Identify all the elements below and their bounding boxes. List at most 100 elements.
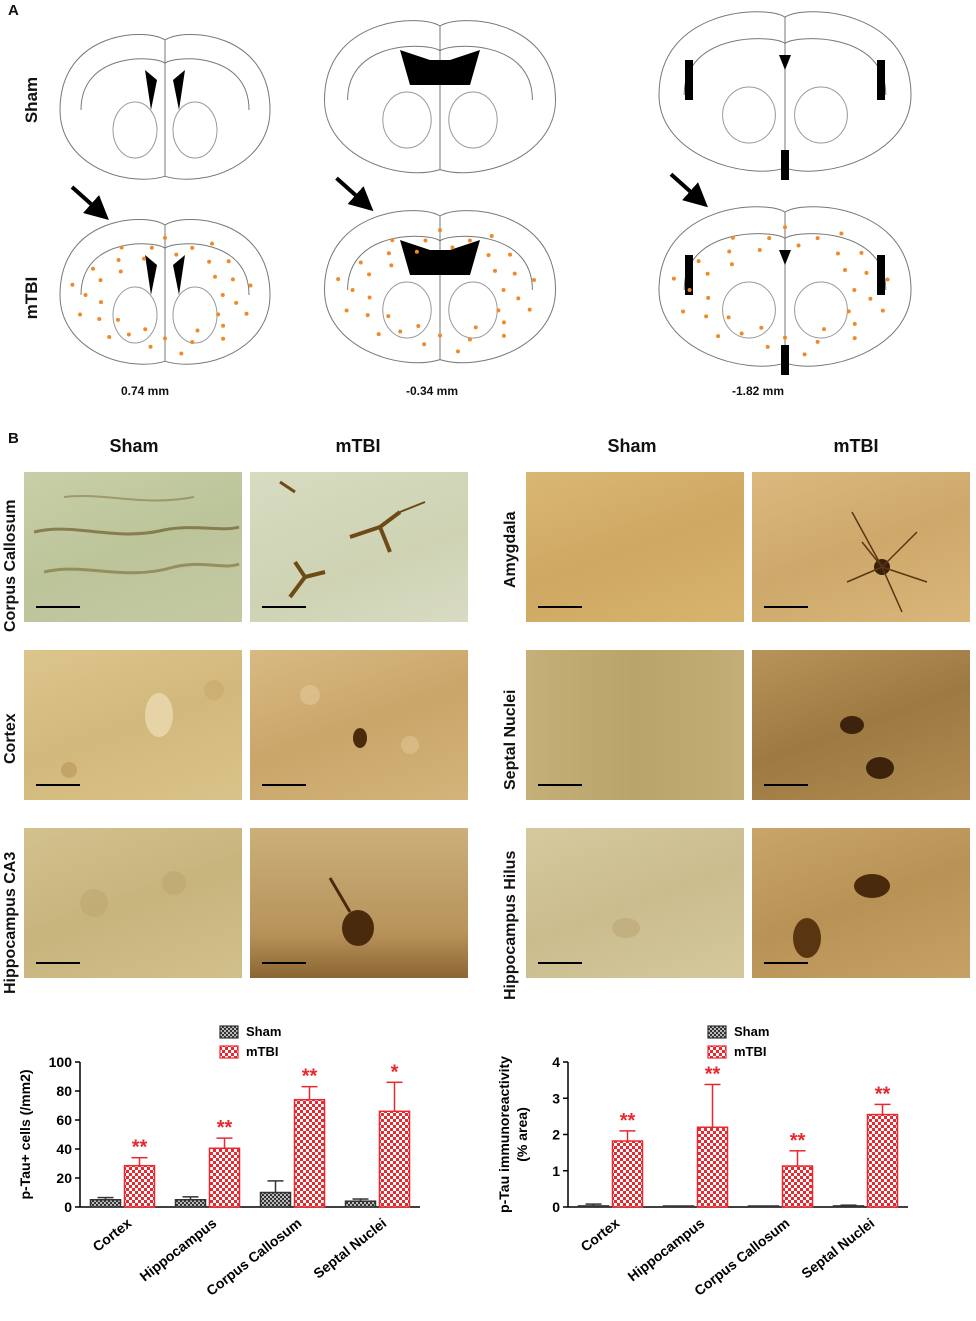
significance-mark: ** [302,1066,318,1088]
ptau-dot [244,311,249,316]
y-tick-label: 100 [49,1054,73,1070]
ptau-dot [163,235,167,240]
significance-mark: * [391,1061,399,1083]
ptau-dot [508,252,513,257]
panel-b-letter: B [8,430,19,447]
ptau-dot [726,315,731,320]
bar-sham-septal-nuclei [832,1205,865,1208]
bar-sham-cortex [577,1205,610,1208]
ptau-dot [216,312,221,317]
ptau-dot [230,277,235,282]
brain-atlas-sections [59,11,912,375]
y-tick-label: 4 [552,1054,560,1070]
ptau-dot [78,312,83,317]
ptau-dot [681,309,686,314]
ptau-dot [107,334,112,339]
ptau-dot [496,308,501,313]
ptau-dot [416,323,421,328]
ptau-dot [455,349,460,354]
ptau-dot [765,344,770,349]
ptau-dot [248,283,253,288]
micrograph-sham-corpus-callosum [24,472,242,622]
ptau-dot [852,336,857,341]
bar-mtbi-septal-nuclei [378,1110,411,1208]
injury-arrow-icon [70,185,109,220]
ptau-dot [115,317,120,322]
micrograph-sham-amygdala [526,472,744,622]
bar-mtbi-septal-nuclei [866,1113,899,1208]
ptau-dot [450,245,455,250]
ptau-dot [696,259,701,264]
ptau-dot [527,307,532,312]
col-head-left-sham: Sham [109,436,159,456]
row-label-hippocampus-ca3: Hippocampus CA3 [2,851,19,994]
micrograph-sham-cortex [24,650,242,800]
bar-mtbi-hippocampus [208,1147,241,1208]
section-level-1: 0.74 mm [120,384,170,398]
legend-swatch [219,1025,239,1039]
ptau-dot [864,270,869,275]
micrograph-sham-hippocampus-ca3 [24,828,242,978]
micrograph-mtbi-corpus-callosum [250,472,468,622]
micrograph-mtbi-hippocampus-ca3 [250,828,468,978]
ptau-dot [885,277,890,282]
ptau-dot [822,327,827,332]
bar-mtbi-cortex [611,1140,644,1208]
y-tick-label: 1 [552,1163,560,1179]
ptau-dot [815,236,820,241]
ptau-dot [852,288,857,292]
significance-mark: ** [217,1117,233,1139]
y-tick-label: 80 [56,1083,72,1099]
ptau-dot [221,336,226,341]
ptau-dot [852,321,857,326]
ptau-dot [729,262,734,267]
ptau-dot [119,245,124,250]
row-label-amygdala: Amygdala [502,511,519,588]
ptau-dot [190,340,195,345]
x-tick-label: Septal Nuclei [798,1215,877,1282]
ptau-dot [727,249,732,254]
ptau-dot [350,288,355,292]
ptau-dot [97,316,102,321]
brain-section-outline [658,11,912,180]
legend-swatch [707,1025,727,1039]
x-tick-label: Hippocampus [137,1215,220,1285]
y-tick-label: 2 [552,1127,560,1143]
ptau-dot [386,314,391,319]
micrograph-mtbi-amygdala [752,472,970,622]
ptau-dot [880,308,885,313]
legend-swatch [707,1045,727,1059]
ptau-dot [843,267,848,272]
bar-sham-corpus-callosum [259,1191,292,1208]
row-label-corpus-callosum: Corpus Callosum [2,499,19,632]
bar-mtbi-corpus-callosum [781,1165,814,1208]
ptau-dot [489,234,494,239]
ptau-dot [163,336,167,341]
section-level-2: -0.34 mm [405,384,459,398]
legend-label: mTBI [246,1044,279,1059]
brain-section-outline [59,34,271,180]
ptau-dot [344,308,349,313]
ptau-dot [148,344,153,349]
ptau-dot [868,296,873,301]
panel-a-letter: A [8,2,19,19]
micrograph-mtbi-cortex [250,650,468,800]
micrograph-sham-septal-nuclei [526,650,744,800]
col-head-left-mtbi: mTBI [335,436,381,456]
y-axis-label: (% area) [514,1107,530,1161]
ptau-dot [706,295,711,300]
ptau-dot [195,328,200,333]
ptau-dot [687,288,692,292]
ptau-dot [767,236,772,241]
ptau-dot [118,269,123,274]
significance-mark: ** [705,1063,721,1085]
ptau-dot [414,249,419,254]
ptau-dot [501,333,506,338]
ptau-dot [90,266,95,271]
chart-ptau-area: 0 1 2 3 4 p-Tau immunoreactivity (% area) ** Cor… [496,1024,908,1299]
ptau-dot [423,238,428,243]
legend-label: Sham [734,1024,769,1039]
ptau-dot [207,259,212,264]
ptau-dot [83,293,88,297]
ptau-dot [859,250,864,255]
